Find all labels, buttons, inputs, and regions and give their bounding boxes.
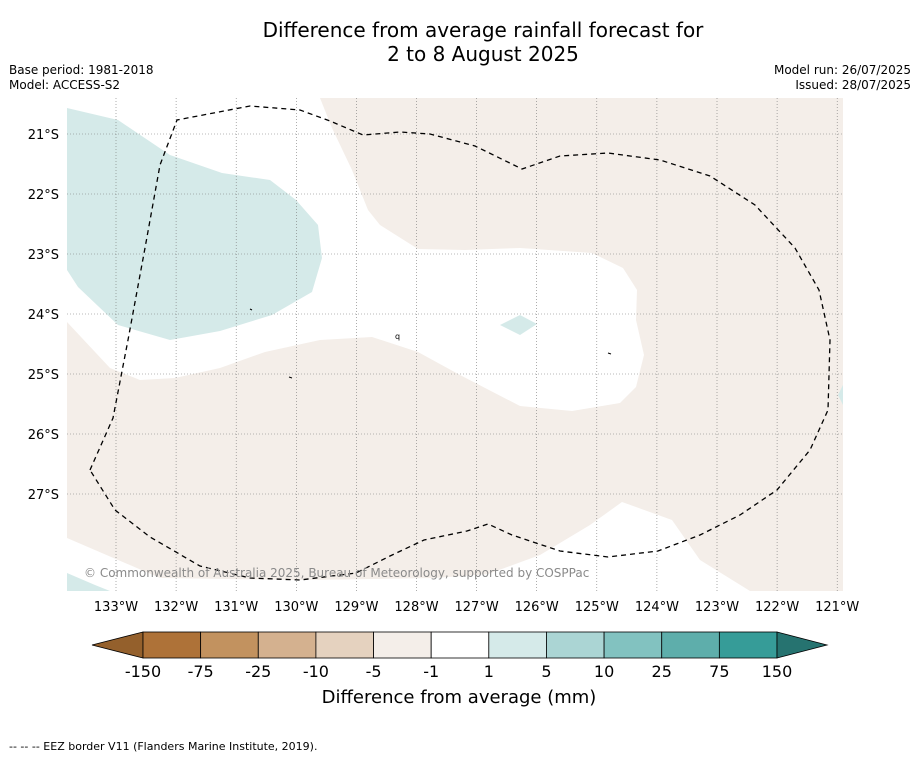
colorbar-tick-label: 10 xyxy=(594,662,614,681)
colorbar-bin xyxy=(488,631,547,659)
eez-footnote: -- -- -- EEZ border V11 (Flanders Marine… xyxy=(9,740,318,753)
latitude-label: 27°S xyxy=(28,488,59,503)
meta-right: Model run: 26/07/2025 Issued: 28/07/2025 xyxy=(774,63,911,93)
region-edge-wet xyxy=(838,385,843,405)
colorbar-tick-label: -150 xyxy=(125,662,161,681)
longitude-label: 129°W xyxy=(334,600,378,615)
colorbar-bin xyxy=(603,631,663,659)
map-title: Difference from average rainfall forecas… xyxy=(0,18,919,66)
issued-date: Issued: 28/07/2025 xyxy=(795,78,911,92)
latitude-label: 24°S xyxy=(28,308,59,323)
contour-artifact xyxy=(607,352,612,355)
contour-artifact xyxy=(288,376,293,379)
longitude-label: 133°W xyxy=(94,600,138,615)
title-line-1: Difference from average rainfall forecas… xyxy=(262,18,704,42)
longitude-label: 123°W xyxy=(695,600,739,615)
latitude-label: 23°S xyxy=(28,248,59,263)
latitude-labels: 21°S 22°S 23°S 24°S 25°S 26°S 27°S xyxy=(28,128,59,503)
colorbar-tick-label: -1 xyxy=(423,662,439,681)
colorbar-bin xyxy=(315,631,374,659)
region-small-wet xyxy=(500,315,537,335)
colorbar-end-high xyxy=(776,631,829,659)
colorbar: -150 -75 -25 -10 -5 -1 1 5 10 25 75 150 Difference … xyxy=(91,631,829,708)
model-run: Model run: 26/07/2025 xyxy=(773,63,911,77)
longitude-label: 121°W xyxy=(815,600,859,615)
latitude-label: 26°S xyxy=(28,428,59,443)
colorbar-tick-label: -5 xyxy=(366,662,382,681)
map-area: q © Commonwealth of Australia 2025, Bure… xyxy=(67,98,843,591)
longitude-label: 130°W xyxy=(274,600,318,615)
latitude-label: 22°S xyxy=(28,188,59,203)
colorbar-bin xyxy=(430,631,490,659)
model-name: Model: ACCESS-S2 xyxy=(9,78,121,92)
base-period: Base period: 1981-2018 xyxy=(9,63,154,77)
longitude-label: 122°W xyxy=(755,600,799,615)
graticule xyxy=(67,98,843,591)
latitude-label: 21°S xyxy=(28,128,59,143)
contour-artifact xyxy=(249,308,253,311)
eez-boundary xyxy=(89,105,831,581)
region-light-wet xyxy=(67,108,322,340)
colorbar-tick-label: 150 xyxy=(762,662,793,681)
copyright-text: © Commonwealth of Australia 2025, Bureau… xyxy=(84,566,589,580)
colorbar-tick-label: -25 xyxy=(245,662,271,681)
title-line-2: 2 to 8 August 2025 xyxy=(387,42,579,66)
colorbar-bin xyxy=(661,631,720,659)
meta-left: Base period: 1981-2018 Model: ACCESS-S2 xyxy=(9,63,154,93)
longitude-label: 128°W xyxy=(394,600,438,615)
latitude-label: 25°S xyxy=(28,368,59,383)
colorbar-tick-label: 75 xyxy=(709,662,729,681)
longitude-label: 126°W xyxy=(515,600,559,615)
longitude-label: 125°W xyxy=(575,600,619,615)
region-light-dry xyxy=(67,98,843,591)
colorbar-tick-label: 1 xyxy=(484,662,494,681)
colorbar-bin xyxy=(142,631,202,659)
longitude-labels: 133°W 132°W 131°W 130°W 129°W 128°W 127°W 126°W… xyxy=(94,600,860,615)
colorbar-bin xyxy=(546,631,605,659)
colorbar-bin xyxy=(257,631,317,659)
colorbar-bin xyxy=(200,631,259,659)
colorbar-tick-label: 25 xyxy=(652,662,672,681)
colorbar-caption: Difference from average (mm) xyxy=(322,687,597,708)
longitude-label: 127°W xyxy=(455,600,499,615)
longitude-label: 124°W xyxy=(635,600,679,615)
colorbar-bin xyxy=(373,631,432,659)
colorbar-tick-label: -75 xyxy=(188,662,214,681)
longitude-label: 131°W xyxy=(214,600,258,615)
contour-artifact: q xyxy=(395,332,400,341)
colorbar-tick-label: 5 xyxy=(541,662,551,681)
region-bottom-wet xyxy=(67,573,110,591)
longitude-label: 132°W xyxy=(154,600,198,615)
colorbar-end-low xyxy=(91,631,144,659)
colorbar-bin xyxy=(718,631,778,659)
colorbar-tick-label: -10 xyxy=(303,662,329,681)
